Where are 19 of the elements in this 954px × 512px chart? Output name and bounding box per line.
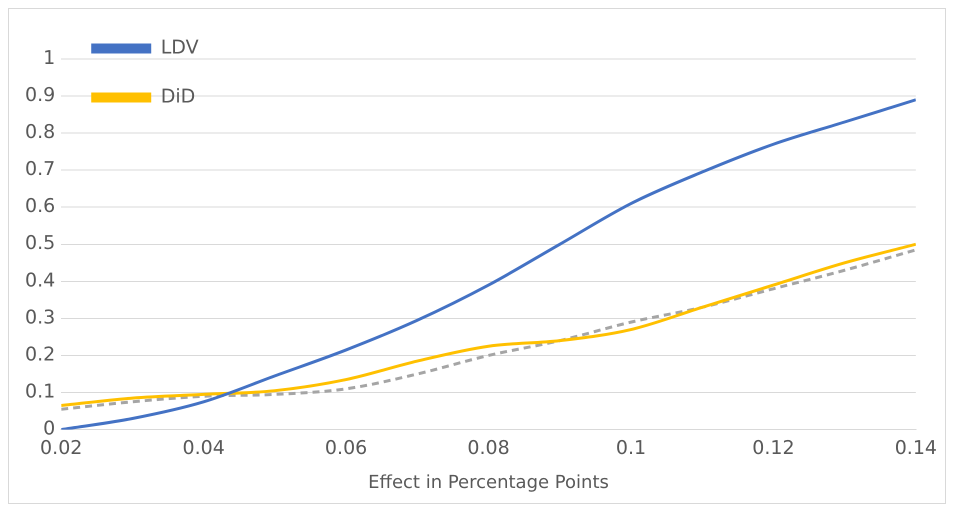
y-tick-label: 0.4 (25, 269, 56, 292)
x-tick-label: 0.14 (894, 436, 938, 459)
y-tick-label: 0.8 (25, 121, 56, 144)
y-tick-label: 0.1 (25, 380, 56, 402)
legend-label: LDV (160, 36, 199, 58)
legend-label: DiD (160, 85, 196, 108)
x-tick-label: 0.1 (616, 436, 646, 459)
x-tick-label: 0.08 (467, 436, 510, 459)
x-tick-label: 0.12 (752, 436, 795, 459)
y-tick-label: 0.5 (25, 232, 56, 254)
x-tick-label: 0.06 (324, 436, 368, 459)
y-tick-label: 0.3 (25, 306, 56, 328)
x-tick-label: 0.04 (182, 436, 225, 459)
y-tick-label: 0.2 (25, 343, 56, 366)
y-tick-label: 0.7 (25, 158, 56, 180)
y-tick-label: 0.6 (25, 195, 56, 218)
y-tick-label: 1 (43, 46, 56, 69)
y-tick-label: 0.9 (25, 84, 56, 106)
x-axis-title: Effect in Percentage Points (368, 472, 609, 493)
